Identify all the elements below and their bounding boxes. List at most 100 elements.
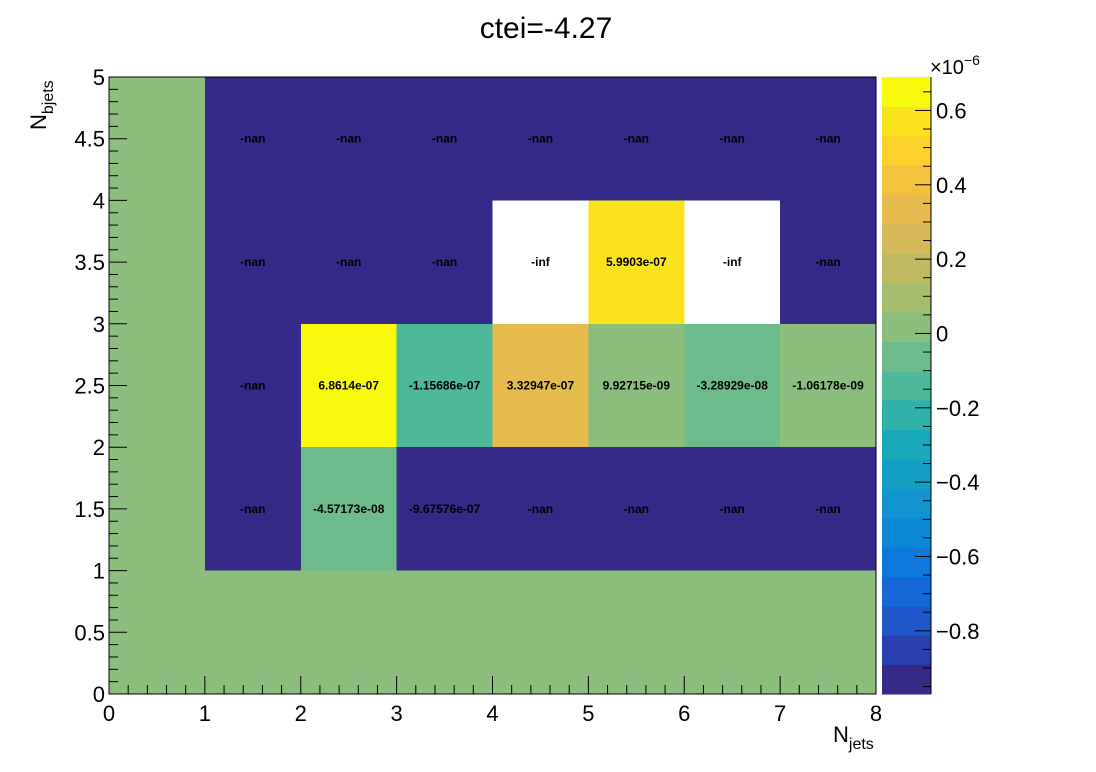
cell-value-label: -nan <box>528 132 553 146</box>
heatmap-cell <box>780 447 876 571</box>
y-axis-title: Nbjets <box>26 80 57 130</box>
heatmap-cell <box>204 200 301 324</box>
y-tick-label: 3 <box>93 312 105 337</box>
y-tick-label: 5 <box>93 65 105 90</box>
x-tick-label: 6 <box>678 701 690 726</box>
cell-value-label: 9.92715e-09 <box>603 379 671 393</box>
color-scale-tick-label: −0.4 <box>936 470 979 495</box>
y-axis: 0 0.5 1 1.5 2 2.5 3 3.5 4 4.5 5 <box>74 65 127 707</box>
x-axis-title-main: N <box>833 722 849 747</box>
color-scale-multiplier: ×10−6 <box>930 52 980 79</box>
cell-value-label: -nan <box>815 502 840 516</box>
cell-value-label: -nan <box>432 255 457 269</box>
color-scale-band <box>882 370 931 401</box>
heatmap-cell <box>204 77 301 201</box>
heatmap-cell <box>780 77 876 201</box>
heatmap-cell <box>588 200 685 324</box>
cell-value-label: -1.06178e-09 <box>792 379 864 393</box>
color-scale-band <box>882 165 931 196</box>
color-scale-tick-label: −0.6 <box>936 544 979 569</box>
x-tick-label: 7 <box>774 701 786 726</box>
heatmap-cell <box>588 77 685 201</box>
cell-value-label: -nan <box>432 132 457 146</box>
heatmap-cell <box>684 447 781 571</box>
heatmap-cell <box>492 200 589 324</box>
y-tick-label: 4.5 <box>74 127 105 152</box>
x-tick-label: 0 <box>103 701 115 726</box>
cell-value-label: -nan <box>624 502 649 516</box>
color-scale-band <box>882 488 931 519</box>
heatmap-cell <box>684 200 781 324</box>
color-scale-tick-label: 0.2 <box>936 247 967 272</box>
y-tick-label: 4 <box>93 188 105 213</box>
chart-title: ctei=-4.27 <box>480 12 613 45</box>
cell-value-label: -nan <box>240 379 265 393</box>
x-tick-label: 8 <box>870 701 882 726</box>
color-scale-tick-label: −0.8 <box>936 619 979 644</box>
cell-value-labels: -nan -4.57173e-08 -9.67576e-07 -nan -nan -nan… <box>240 132 864 516</box>
cell-value-label: -3.28929e-08 <box>696 379 768 393</box>
y-tick-label: 0 <box>93 682 105 707</box>
x-axis-title: Njets <box>833 722 874 753</box>
heatmap-cell <box>396 447 493 571</box>
heatmap-cell <box>300 77 397 201</box>
heatmap-cell <box>780 200 876 324</box>
heatmap-cell <box>396 323 493 448</box>
heatmap-cell <box>588 570 685 694</box>
x-axis-title-sub: jets <box>848 736 874 753</box>
y-tick-label: 3.5 <box>74 250 105 275</box>
heatmap-cell <box>300 447 397 571</box>
heatmap-cell <box>684 570 781 694</box>
x-axis: 0 1 2 3 4 5 6 7 8 <box>103 676 882 726</box>
x-tick-label: 5 <box>582 701 594 726</box>
x-tick-label: 2 <box>295 701 307 726</box>
heatmap-cell <box>492 77 589 201</box>
cell-value-label: -nan <box>720 502 745 516</box>
cell-value-label: 3.32947e-07 <box>507 379 575 393</box>
x-tick-label: 1 <box>199 701 211 726</box>
cell-value-label: 6.8614e-07 <box>318 379 379 393</box>
color-scale: 0.6 0.4 0.2 0 −0.2 −0.4 −0.6 −0.8 ×10−6 <box>882 52 980 695</box>
color-scale-band <box>882 635 931 666</box>
heatmap-cell <box>780 323 876 448</box>
cell-value-label: -nan <box>240 255 265 269</box>
cell-value-label: -inf <box>723 255 743 269</box>
cell-value-label: -nan <box>815 255 840 269</box>
heatmap-cells <box>109 77 876 694</box>
color-scale-band <box>882 77 931 107</box>
cell-value-label: -nan <box>528 502 553 516</box>
heatmap-cell <box>300 200 397 324</box>
heatmap-cell <box>396 570 493 694</box>
color-scale-band <box>882 106 931 137</box>
cell-value-label: -9.67576e-07 <box>409 502 481 516</box>
y-tick-label: 2.5 <box>74 374 105 399</box>
cell-value-label: -nan <box>336 132 361 146</box>
color-scale-band <box>882 282 931 313</box>
y-axis-title-sub: bjets <box>40 80 57 114</box>
heatmap-cell <box>780 570 876 694</box>
cell-value-label: -nan <box>240 132 265 146</box>
y-tick-label: 1.5 <box>74 497 105 522</box>
cell-value-label: -nan <box>624 132 649 146</box>
y-axis-title-main: N <box>26 114 51 130</box>
color-scale-band <box>882 312 931 342</box>
color-scale-band <box>882 194 931 225</box>
x-tick-label: 3 <box>391 701 403 726</box>
heatmap-cell <box>204 570 301 694</box>
cell-value-label: -nan <box>336 255 361 269</box>
color-scale-band <box>882 576 931 607</box>
color-scale-band <box>882 429 931 460</box>
color-scale-band <box>882 664 931 695</box>
cell-value-label: -1.15686e-07 <box>409 379 481 393</box>
color-scale-band <box>882 223 931 254</box>
color-scale-band <box>882 400 931 431</box>
y-tick-label: 2 <box>93 435 105 460</box>
color-scale-band <box>882 135 931 166</box>
cell-value-label: -nan <box>815 132 840 146</box>
heatmap-cell <box>588 323 685 448</box>
cell-value-label: -nan <box>720 132 745 146</box>
color-scale-tick-label: −0.2 <box>936 396 979 421</box>
heatmap-cell <box>588 447 685 571</box>
